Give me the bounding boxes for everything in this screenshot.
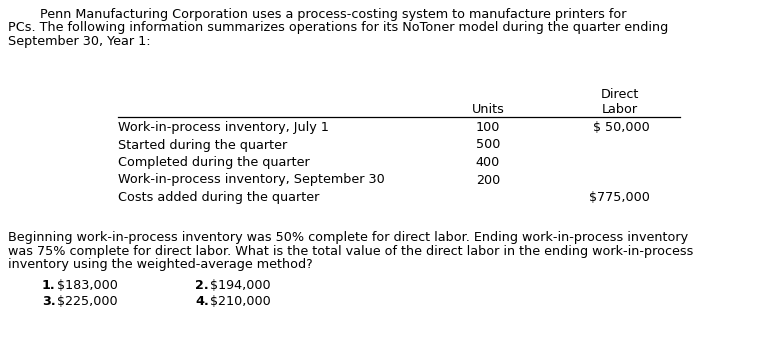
- Text: 500: 500: [476, 139, 500, 151]
- Text: 4.: 4.: [195, 295, 209, 308]
- Text: Started during the quarter: Started during the quarter: [118, 139, 287, 151]
- Text: Units: Units: [472, 103, 504, 116]
- Text: 400: 400: [476, 156, 500, 169]
- Text: 3.: 3.: [42, 295, 55, 308]
- Text: Costs added during the quarter: Costs added during the quarter: [118, 191, 319, 204]
- Text: inventory using the weighted-average method?: inventory using the weighted-average met…: [8, 258, 313, 271]
- Text: Work-in-process inventory, September 30: Work-in-process inventory, September 30: [118, 173, 385, 187]
- Text: 1.: 1.: [42, 279, 55, 292]
- Text: was 75% complete for direct labor. What is the total value of the direct labor i: was 75% complete for direct labor. What …: [8, 244, 693, 258]
- Text: 200: 200: [476, 173, 500, 187]
- Text: $194,000: $194,000: [206, 279, 270, 292]
- Text: Work-in-process inventory, July 1: Work-in-process inventory, July 1: [118, 121, 329, 134]
- Text: Direct: Direct: [601, 88, 639, 101]
- Text: $775,000: $775,000: [589, 191, 650, 204]
- Text: Completed during the quarter: Completed during the quarter: [118, 156, 310, 169]
- Text: $210,000: $210,000: [206, 295, 271, 308]
- Text: PCs. The following information summarizes operations for its NoToner model durin: PCs. The following information summarize…: [8, 22, 668, 34]
- Text: $183,000: $183,000: [53, 279, 118, 292]
- Text: $225,000: $225,000: [53, 295, 117, 308]
- Text: Beginning work-in-process inventory was 50% complete for direct labor. Ending wo: Beginning work-in-process inventory was …: [8, 231, 688, 244]
- Text: Penn Manufacturing Corporation uses a process-costing system to manufacture prin: Penn Manufacturing Corporation uses a pr…: [8, 8, 627, 21]
- Text: 100: 100: [476, 121, 500, 134]
- Text: Labor: Labor: [602, 103, 638, 116]
- Text: September 30, Year 1:: September 30, Year 1:: [8, 35, 151, 48]
- Text: 2.: 2.: [195, 279, 209, 292]
- Text: $ 50,000: $ 50,000: [593, 121, 650, 134]
